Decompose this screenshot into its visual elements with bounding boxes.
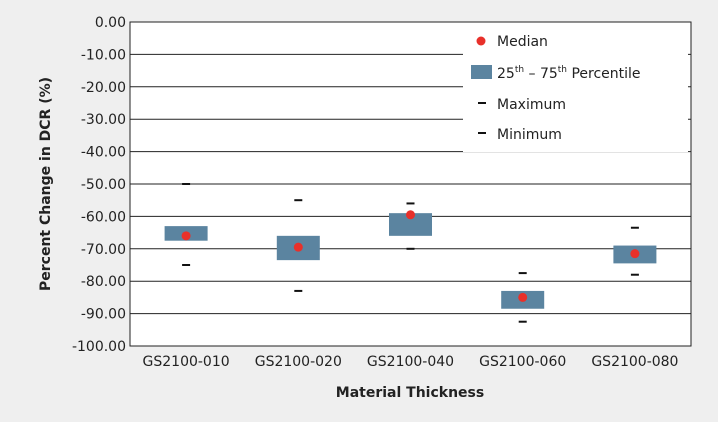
x-tick-label: GS2100-080: [591, 354, 678, 370]
x-tick-label: GS2100-060: [479, 354, 566, 370]
y-tick-label: -70.00: [81, 242, 126, 258]
iqr-box: [389, 213, 432, 236]
x-tick-label: GS2100-010: [143, 354, 230, 370]
y-tick-labels: 0.00 -10.00 -20.00 -30.00 -40.00 -50.00 -60.00…: [72, 15, 126, 355]
y-tick-label: -30.00: [81, 112, 126, 128]
y-tick-label: -60.00: [81, 209, 126, 225]
legend-bg: [463, 27, 688, 152]
median-point: [181, 231, 191, 241]
x-tick-label: GS2100-040: [367, 354, 454, 370]
x-axis-title: Material Thickness: [336, 385, 484, 401]
legend: Median 25th – 75th Percentile Maximum Mi…: [463, 27, 688, 152]
box-layer: [164, 183, 657, 323]
median-point: [293, 242, 303, 252]
x-tick-labels: GS2100-010 GS2100-020 GS2100-040 GS2100-060…: [143, 354, 679, 370]
legend-pct-sup-2: th: [558, 65, 567, 75]
y-tick-label: -80.00: [81, 274, 126, 290]
y-tick-label: -100.00: [72, 339, 126, 355]
x-tick-label: GS2100-020: [255, 354, 342, 370]
legend-median-label: Median: [497, 34, 548, 50]
plot-border: [129, 21, 692, 347]
legend-pct-mid: – 75: [524, 66, 558, 82]
legend-box-swatch: [471, 65, 492, 79]
legend-minimum-label: Minimum: [497, 127, 562, 143]
legend-pct-suffix: Percentile: [567, 66, 641, 82]
median-point: [630, 249, 640, 259]
legend-pct-sup-1: th: [515, 65, 524, 75]
legend-maximum-label: Maximum: [497, 97, 566, 113]
y-tick-label: -40.00: [81, 145, 126, 161]
legend-percentile-label: 25th – 75th Percentile: [497, 65, 641, 82]
legend-pct-1: 25: [497, 66, 515, 82]
median-point: [518, 292, 528, 302]
y-tick-label: -20.00: [81, 80, 126, 96]
y-tick-label: -50.00: [81, 177, 126, 193]
y-tick-label: -10.00: [81, 47, 126, 63]
median-point: [406, 210, 415, 220]
legend-median-swatch: [476, 36, 486, 46]
y-axis-title: Percent Change in DCR (%): [38, 77, 54, 291]
y-tick-label: 0.00: [95, 15, 126, 31]
y-tick-label: -90.00: [81, 307, 126, 323]
